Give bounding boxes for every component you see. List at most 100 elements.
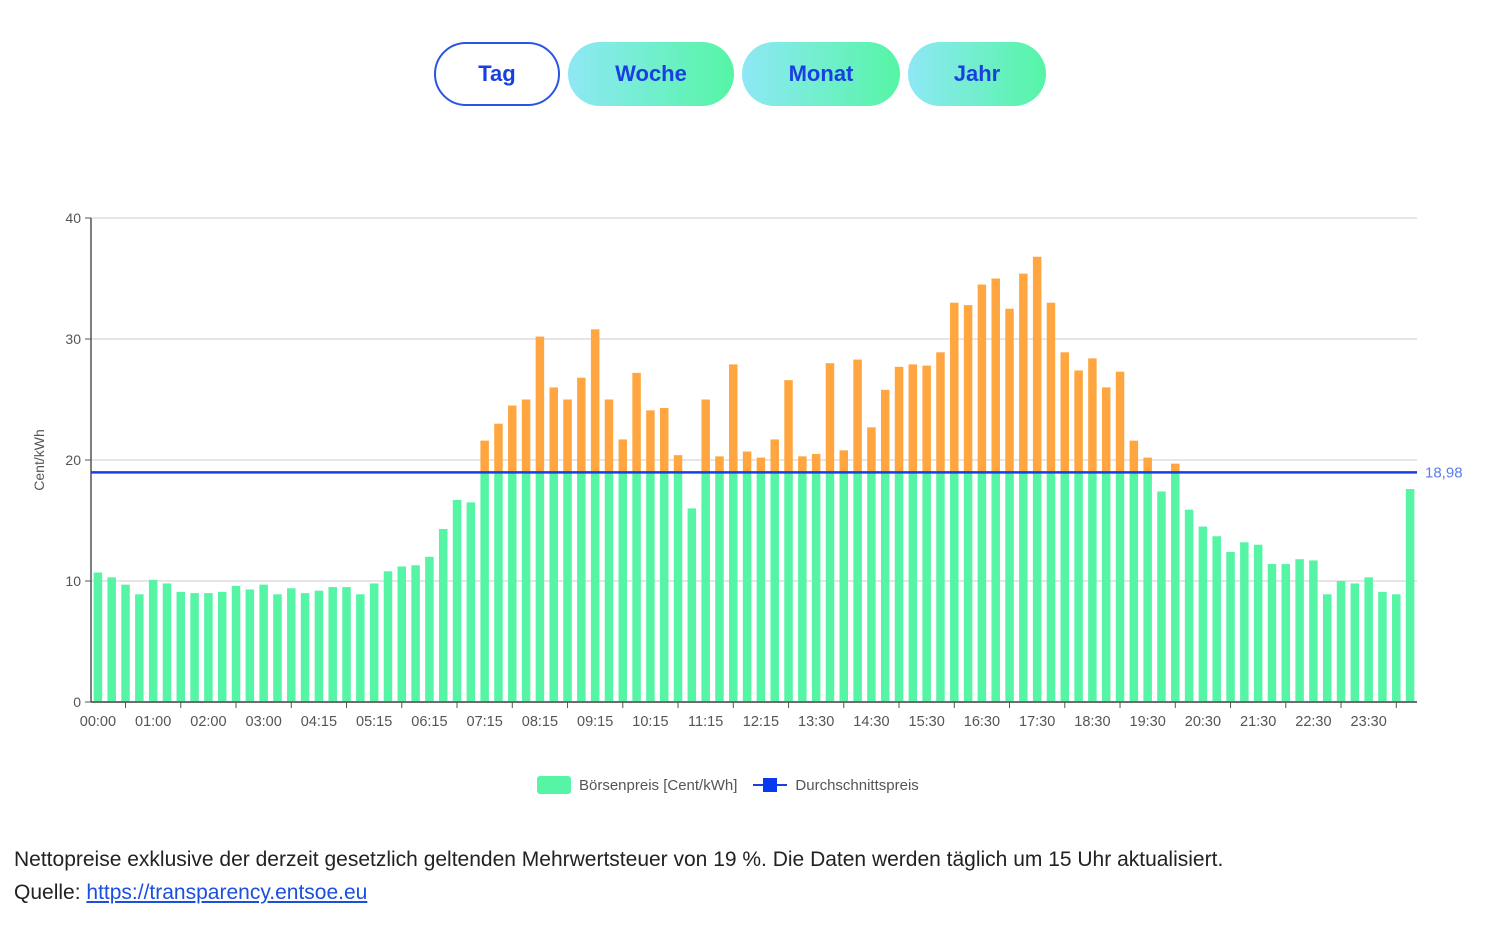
period-tabs: Tag Woche Monat Jahr	[434, 42, 1046, 106]
bar	[950, 472, 959, 702]
bar	[1212, 536, 1221, 702]
x-tick-label: 13:30	[798, 714, 834, 730]
bar-above-average	[673, 455, 683, 473]
x-tick-label: 20:30	[1185, 714, 1221, 730]
x-tick-label: 03:00	[246, 714, 282, 730]
bar-above-average	[880, 389, 890, 473]
bar-above-average	[508, 405, 517, 473]
bar	[1336, 581, 1346, 702]
bar	[121, 584, 130, 702]
bar-above-average	[742, 451, 752, 473]
legend-label-average[interactable]: Durchschnittspreis	[795, 776, 919, 794]
bar	[991, 472, 1000, 702]
bar	[383, 571, 393, 702]
bar	[798, 472, 807, 702]
x-tick-label: 15:30	[909, 714, 945, 730]
tab-monat[interactable]: Monat	[742, 42, 900, 106]
bar	[259, 584, 268, 702]
bar	[673, 472, 683, 702]
bar	[1032, 472, 1042, 702]
footer-text: Nettopreise exklusive der derzeit gesetz…	[14, 848, 1224, 871]
bar	[328, 587, 337, 702]
bar	[342, 587, 351, 702]
bar-above-average	[1046, 302, 1056, 473]
bar	[494, 472, 503, 702]
bar	[659, 472, 669, 702]
bar	[452, 499, 462, 702]
bar-above-average	[756, 457, 766, 473]
bar	[521, 472, 531, 702]
bar-above-average	[577, 377, 586, 473]
bar-above-average	[770, 439, 779, 473]
bar	[1240, 542, 1249, 702]
bar	[1309, 560, 1318, 702]
bar	[604, 472, 614, 702]
bar	[1088, 472, 1097, 702]
y-axis-label: Cent/kWh	[31, 429, 47, 490]
bar-above-average	[604, 399, 614, 473]
bar	[1143, 472, 1152, 702]
x-tick-label: 22:30	[1295, 714, 1331, 730]
bar-above-average	[1019, 273, 1028, 473]
bar	[438, 528, 448, 702]
bar	[1378, 591, 1387, 702]
bar-above-average	[1088, 358, 1097, 473]
bar-above-average	[618, 439, 628, 473]
bar-above-average	[922, 365, 931, 473]
bar	[1198, 526, 1208, 702]
bar	[1350, 583, 1360, 702]
bar-above-average	[798, 456, 807, 473]
bar	[135, 594, 144, 702]
x-tick-label: 19:30	[1130, 714, 1166, 730]
bar	[1184, 509, 1194, 702]
bar	[245, 589, 255, 702]
bar	[770, 472, 779, 702]
x-tick-label: 02:00	[190, 714, 226, 730]
bar	[411, 565, 420, 702]
bar-above-average	[784, 380, 793, 473]
tab-jahr[interactable]: Jahr	[908, 42, 1046, 106]
bar	[825, 472, 835, 702]
y-tick-label: 40	[65, 210, 81, 226]
bar-above-average	[977, 284, 987, 473]
bar	[867, 472, 876, 702]
x-tick-label: 09:15	[577, 714, 613, 730]
bar	[563, 472, 572, 702]
bar-above-average	[1060, 352, 1070, 473]
bar-above-average	[1032, 256, 1042, 473]
bar	[1046, 472, 1056, 702]
y-tick-label: 20	[65, 452, 81, 468]
bar	[217, 591, 227, 702]
tab-woche[interactable]: Woche	[568, 42, 734, 106]
bar-above-average	[563, 399, 572, 473]
bar-above-average	[480, 440, 489, 473]
bar-above-average	[659, 407, 669, 473]
legend-swatch-price[interactable]	[537, 776, 571, 794]
bar	[880, 472, 890, 702]
bar	[618, 472, 628, 702]
bar	[425, 556, 434, 702]
bar-above-average	[1101, 387, 1111, 473]
x-tick-label: 21:30	[1240, 714, 1276, 730]
bar-above-average	[894, 366, 904, 473]
bar	[784, 472, 793, 702]
bar	[314, 590, 324, 702]
bar	[1115, 472, 1125, 702]
legend-swatch-average[interactable]	[753, 776, 788, 794]
legend-label-price[interactable]: Börsenpreis [Cent/kWh]	[579, 776, 738, 794]
bar	[1074, 472, 1083, 702]
x-tick-label: 00:00	[80, 714, 116, 730]
bar-above-average	[908, 364, 918, 473]
bar-above-average	[521, 399, 531, 473]
bar-above-average	[1171, 463, 1180, 473]
bar	[287, 588, 296, 702]
bar	[936, 472, 945, 702]
tab-tag[interactable]: Tag	[434, 42, 560, 106]
bar	[811, 472, 821, 702]
source-link[interactable]: https://transparency.entsoe.eu	[86, 881, 368, 904]
bar	[1253, 544, 1263, 702]
bar	[687, 508, 697, 702]
bar	[204, 593, 213, 702]
bar	[1101, 472, 1111, 702]
bar	[894, 472, 904, 702]
